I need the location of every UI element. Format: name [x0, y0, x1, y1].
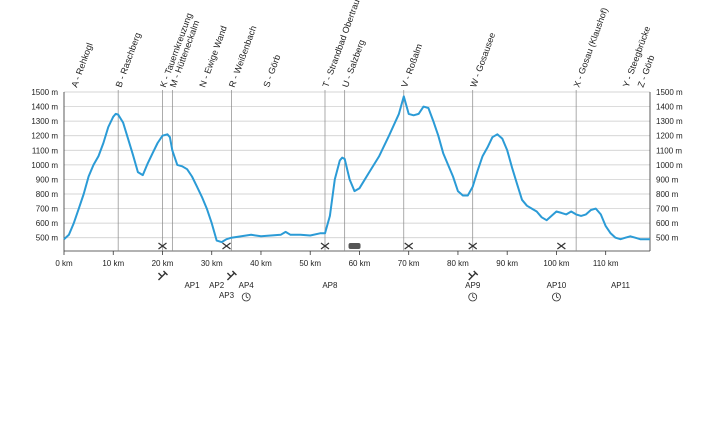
- waypoint-label: W - Gosausee: [468, 31, 497, 88]
- y-tick-label-right: 900 m: [656, 175, 679, 184]
- waypoint-label: X - Gosau (Klaushof): [572, 6, 610, 88]
- y-tick-label-right: 500 m: [656, 234, 679, 243]
- x-tick-label: 0 km: [55, 259, 73, 268]
- aid-station-label: AP10: [547, 281, 567, 290]
- y-tick-label-right: 1100 m: [656, 146, 682, 155]
- wrench-icon: [157, 270, 168, 281]
- clock-icon: [468, 292, 478, 302]
- clock-hand: [245, 294, 249, 299]
- clock-icon: [552, 292, 561, 302]
- waypoint-label: S - Görb: [261, 53, 282, 88]
- x-tick-label: 40 km: [250, 259, 272, 268]
- crossing-marker: [557, 242, 566, 250]
- x-tick-label: 90 km: [496, 259, 518, 268]
- y-tick-label-left: 1000 m: [31, 161, 58, 170]
- y-tick-label-right: 1000 m: [656, 161, 683, 170]
- x-tick-label: 80 km: [447, 259, 469, 268]
- y-tick-label-left: 1300 m: [31, 117, 58, 126]
- x-tick-label: 110 km: [593, 259, 619, 268]
- waypoint-label: B - Raschberg: [114, 31, 143, 88]
- y-tick-label-left: 500 m: [36, 234, 59, 243]
- aid-station-label: AP3: [219, 291, 235, 300]
- waypoint-label: V - Roßalm: [399, 42, 424, 88]
- aid-station-label: AP11: [611, 281, 631, 290]
- y-tick-label-right: 600 m: [656, 219, 679, 228]
- x-tick-label: 30 km: [201, 259, 223, 268]
- y-tick-label-left: 700 m: [36, 205, 59, 214]
- wrench-icon: [226, 270, 237, 281]
- y-tick-label-left: 800 m: [36, 190, 59, 199]
- x-tick-label: 100 km: [543, 259, 570, 268]
- y-tick-label-left: 600 m: [36, 219, 59, 228]
- x-tick-label: 20 km: [152, 259, 174, 268]
- x-tick-label: 70 km: [398, 259, 420, 268]
- y-tick-label-left: 1400 m: [31, 103, 58, 112]
- y-tick-label-left: 1200 m: [31, 132, 58, 141]
- bus-marker: [348, 243, 361, 249]
- y-tick-label-right: 1500 m: [656, 88, 683, 97]
- aid-station-label: AP2: [209, 281, 225, 290]
- y-tick-label-left: 1100 m: [32, 146, 58, 155]
- y-tick-label-right: 1200 m: [656, 132, 683, 141]
- y-tick-label-right: 1400 m: [656, 103, 683, 112]
- y-tick-label-right: 800 m: [656, 190, 679, 199]
- crossing-marker: [222, 242, 231, 250]
- crossing-marker: [320, 242, 330, 250]
- x-tick-label: 50 km: [299, 259, 321, 268]
- crossing-marker: [468, 242, 478, 250]
- x-tick-label: 60 km: [349, 259, 371, 268]
- clock-hand: [472, 294, 475, 299]
- aid-station-label: AP1: [184, 281, 200, 290]
- wrench-icon: [468, 270, 479, 281]
- y-tick-label-right: 700 m: [656, 205, 679, 214]
- waypoint-label: A - Rehkogl: [69, 42, 94, 89]
- y-tick-label-left: 900 m: [36, 175, 59, 184]
- waypoint-label: R - Weißenbach: [227, 24, 259, 88]
- elevation-series-line: [63, 95, 650, 244]
- x-tick-label: 10 km: [102, 259, 124, 268]
- aid-station-label: AP8: [322, 281, 338, 290]
- waypoint-label: N - Ewige Wand: [197, 24, 229, 88]
- crossing-marker: [404, 242, 414, 250]
- y-tick-label-right: 1300 m: [656, 117, 683, 126]
- aid-station-label: AP9: [465, 281, 481, 290]
- clock-hand: [556, 294, 559, 299]
- aid-station-label: AP4: [239, 281, 255, 290]
- crossing-marker: [158, 242, 167, 250]
- y-tick-label-left: 1500 m: [31, 88, 58, 97]
- clock-icon: [241, 292, 251, 302]
